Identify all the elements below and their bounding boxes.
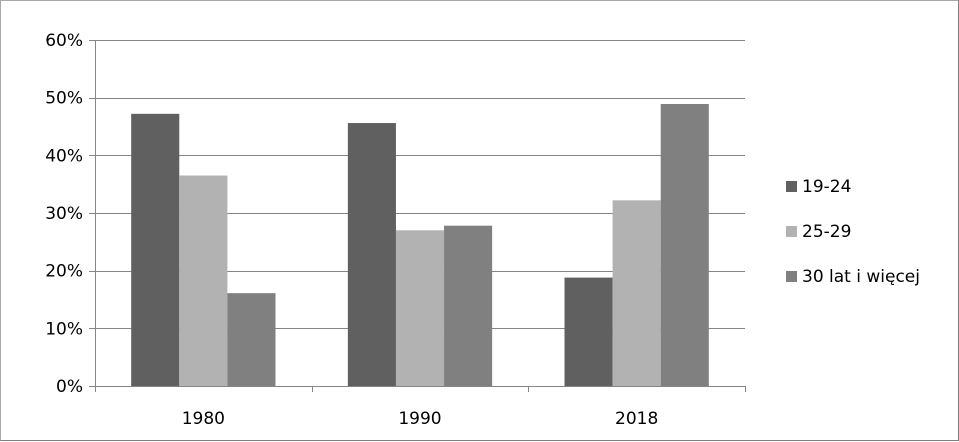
legend-swatch <box>786 226 797 237</box>
bar-25-29-1990 <box>395 230 445 386</box>
legend-swatch <box>786 271 797 282</box>
x-axis-tick-labels: 1980 1990 2018 <box>182 409 659 429</box>
bar-19-24-2018 <box>564 277 613 386</box>
axes <box>89 40 746 392</box>
y-tick-label: 10% <box>45 319 83 339</box>
x-tick-label: 1980 <box>182 409 225 429</box>
y-tick-label: 50% <box>45 89 83 109</box>
y-tick-label: 20% <box>45 262 83 282</box>
bar-19-24-1980 <box>131 113 180 387</box>
bar-30-lat-i-więcej-2018 <box>660 104 709 386</box>
legend-label: 25-29 <box>802 222 851 242</box>
x-tick-label: 1990 <box>398 409 441 429</box>
bar-30-lat-i-więcej-1990 <box>444 225 493 386</box>
bar-19-24-1990 <box>347 123 396 386</box>
legend-label: 30 lat i więcej <box>802 267 920 287</box>
y-tick-label: 30% <box>45 204 83 224</box>
legend-item: 25-29 <box>786 222 851 242</box>
legend-item: 30 lat i więcej <box>786 267 920 287</box>
legend-swatch <box>786 181 797 192</box>
y-tick-label: 0% <box>56 377 83 397</box>
bar-30-lat-i-więcej-1980 <box>227 293 276 386</box>
y-axis-tick-labels: 0% 10% 20% 30% 40% 50% 60% <box>45 31 83 397</box>
legend-item: 19-24 <box>786 177 851 197</box>
y-tick-label: 40% <box>45 146 83 166</box>
bar-25-29-1980 <box>179 175 228 386</box>
bars <box>131 104 709 387</box>
y-tick-label: 60% <box>45 31 83 51</box>
legend: 19-24 25-29 30 lat i więcej <box>786 177 920 287</box>
legend-label: 19-24 <box>802 177 851 197</box>
x-tick-label: 2018 <box>615 409 658 429</box>
bar-25-29-2018 <box>612 200 661 386</box>
